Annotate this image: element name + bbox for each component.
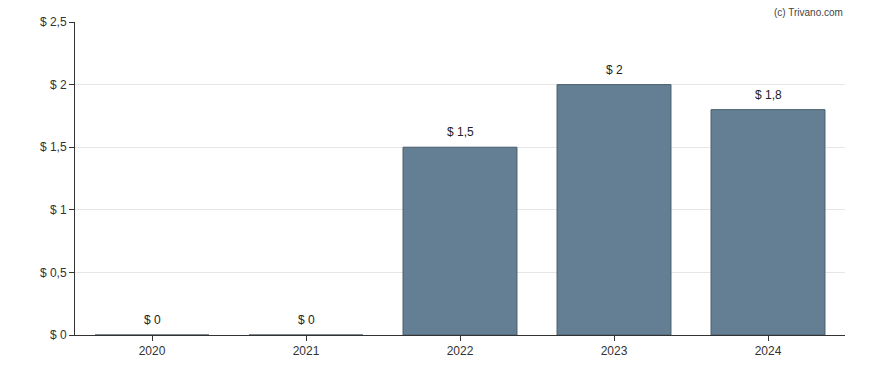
svg-text:$ 1,8: $ 1,8: [755, 88, 782, 102]
svg-text:$ 1,5: $ 1,5: [40, 140, 67, 154]
svg-text:$ 1: $ 1: [50, 203, 67, 217]
svg-text:2024: 2024: [755, 344, 782, 358]
svg-text:2021: 2021: [293, 344, 320, 358]
svg-text:$ 0: $ 0: [144, 313, 161, 327]
svg-text:2020: 2020: [139, 344, 166, 358]
svg-text:$ 2: $ 2: [50, 78, 67, 92]
svg-text:2023: 2023: [601, 344, 628, 358]
svg-text:$ 0: $ 0: [298, 313, 315, 327]
svg-text:$ 2: $ 2: [606, 63, 623, 77]
svg-text:$ 0: $ 0: [50, 328, 67, 342]
svg-text:(c) Trivano.com: (c) Trivano.com: [774, 7, 843, 18]
svg-text:$ 2,5: $ 2,5: [40, 15, 67, 29]
svg-text:$ 1,5: $ 1,5: [447, 125, 474, 139]
svg-text:2022: 2022: [447, 344, 474, 358]
svg-text:$ 0,5: $ 0,5: [40, 266, 67, 280]
